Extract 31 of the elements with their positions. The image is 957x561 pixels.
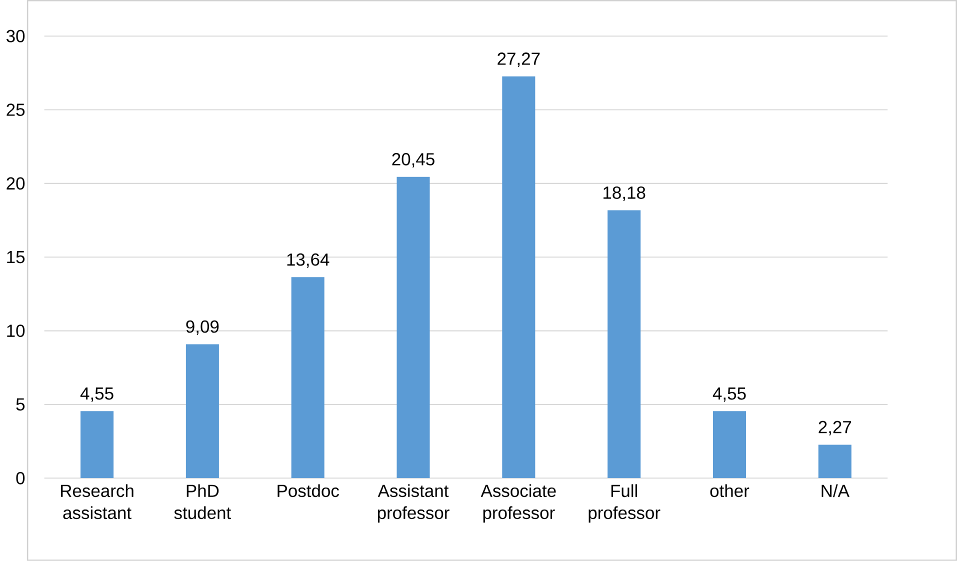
bar bbox=[502, 76, 536, 478]
bar bbox=[396, 176, 430, 478]
x-tick-label: Postdoc bbox=[278, 484, 339, 498]
bar bbox=[608, 210, 641, 478]
y-tick-label: 20 bbox=[6, 177, 25, 190]
x-tick-label: PhD student bbox=[174, 484, 231, 520]
y-tick-label: 30 bbox=[6, 30, 25, 42]
bar bbox=[80, 411, 114, 478]
y-tick-label: 25 bbox=[6, 104, 25, 116]
data-label: 13,64 bbox=[287, 253, 330, 268]
x-tick-label: N/A bbox=[822, 484, 850, 498]
data-label: 20,45 bbox=[392, 153, 434, 168]
data-label: 4,55 bbox=[712, 388, 746, 402]
data-label: 9,09 bbox=[186, 320, 219, 335]
data-label: 2,27 bbox=[818, 420, 852, 436]
data-label: 27,27 bbox=[498, 52, 540, 68]
y-tick-label: 10 bbox=[7, 324, 25, 338]
x-tick-label: Associate professor bbox=[480, 484, 556, 523]
data-label: 4,55 bbox=[80, 388, 114, 402]
y-tick-label: 5 bbox=[16, 398, 25, 411]
x-tick-label: Research assistant bbox=[61, 484, 134, 520]
y-tick-label: 15 bbox=[7, 251, 25, 264]
bar bbox=[712, 411, 746, 478]
data-label: 18,18 bbox=[604, 186, 646, 201]
bar bbox=[186, 344, 219, 478]
x-tick-label: Full professor bbox=[588, 484, 660, 523]
bar bbox=[291, 277, 324, 478]
y-tick-label: 0 bbox=[16, 472, 25, 484]
bar bbox=[818, 444, 852, 478]
x-tick-label: other bbox=[710, 484, 750, 498]
x-tick-label: Assistant professor bbox=[378, 484, 450, 523]
